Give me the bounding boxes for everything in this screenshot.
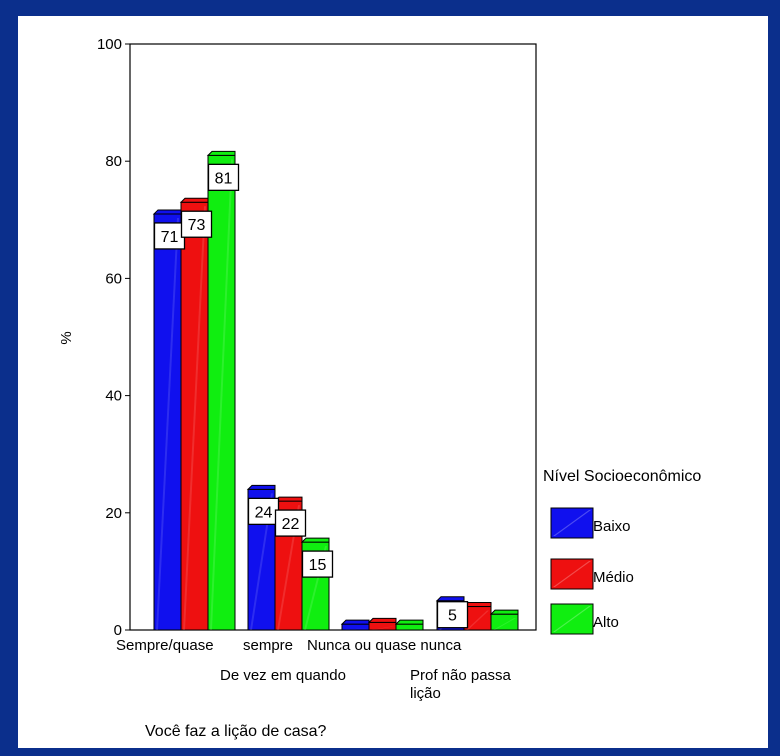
bar-baixo-1 <box>152 209 182 631</box>
data-label: 5 <box>436 601 469 629</box>
legend-label: Alto <box>593 614 619 631</box>
x-axis-label: Você faz a lição de casa? <box>145 723 327 740</box>
legend-item-médio: Médio <box>550 558 634 590</box>
legend-title: Nível Socioeconômico <box>543 468 701 485</box>
y-tick-label: 60 <box>105 270 122 287</box>
bar-médio-3 <box>367 617 397 631</box>
chart-panel: 0 20 40 60 80 100 71 73 81 24 22 15 5 Sempre/quase s… <box>18 16 768 748</box>
x-tick-label: Prof não passa lição <box>410 667 512 702</box>
bar-alto-4 <box>489 609 519 631</box>
svg-text:73: 73 <box>188 217 206 234</box>
svg-text:71: 71 <box>161 229 179 246</box>
data-label: 15 <box>301 550 334 578</box>
data-label: 81 <box>207 163 240 191</box>
legend-swatch <box>550 507 594 539</box>
legend-item-baixo: Baixo <box>550 507 631 539</box>
data-label: 24 <box>247 497 280 526</box>
y-tick-label: 0 <box>114 622 122 639</box>
legend-label: Médio <box>593 569 634 586</box>
data-label: 73 <box>180 210 213 238</box>
bar-chart: 0 20 40 60 80 100 71 73 81 24 22 15 5 Sempre/quase s… <box>58 36 701 740</box>
y-tick-label: 80 <box>105 153 122 170</box>
svg-text:15: 15 <box>309 557 327 574</box>
data-labels: 71 73 81 24 22 15 5 <box>153 163 469 629</box>
legend-swatch <box>550 603 594 635</box>
svg-text:22: 22 <box>282 516 300 533</box>
x-tick-label: De vez em quando <box>220 667 346 684</box>
bar-baixo-3 <box>340 619 370 631</box>
data-label: 71 <box>153 222 186 250</box>
y-axis-label: % <box>58 331 75 344</box>
svg-text:81: 81 <box>215 170 233 187</box>
bar-médio-4 <box>462 602 492 631</box>
legend-label: Baixo <box>593 518 631 535</box>
x-tick-label: Nunca ou quase nunca <box>307 637 462 654</box>
y-tick-label: 20 <box>105 505 122 522</box>
legend-item-alto: Alto <box>550 603 619 635</box>
plot-area-border <box>129 43 537 631</box>
data-label: 22 <box>274 509 307 537</box>
legend: Nível Socioeconômico Baixo Médio Alto <box>543 468 701 635</box>
x-axis: Sempre/quase sempre De vez em quando Nunca … <box>116 637 512 702</box>
bar-alto-3 <box>394 619 424 631</box>
x-tick-label: Sempre/quase sempre <box>116 637 293 654</box>
svg-text:24: 24 <box>255 504 273 521</box>
plot-frame <box>129 43 537 631</box>
y-tick-label: 40 <box>105 388 122 405</box>
y-axis: 0 20 40 60 80 100 <box>97 36 130 639</box>
legend-swatch <box>550 558 594 590</box>
y-tick-label: 100 <box>97 36 122 53</box>
bar-médio-1 <box>179 197 209 631</box>
bar-alto-1 <box>206 150 236 631</box>
svg-text:5: 5 <box>448 608 457 625</box>
